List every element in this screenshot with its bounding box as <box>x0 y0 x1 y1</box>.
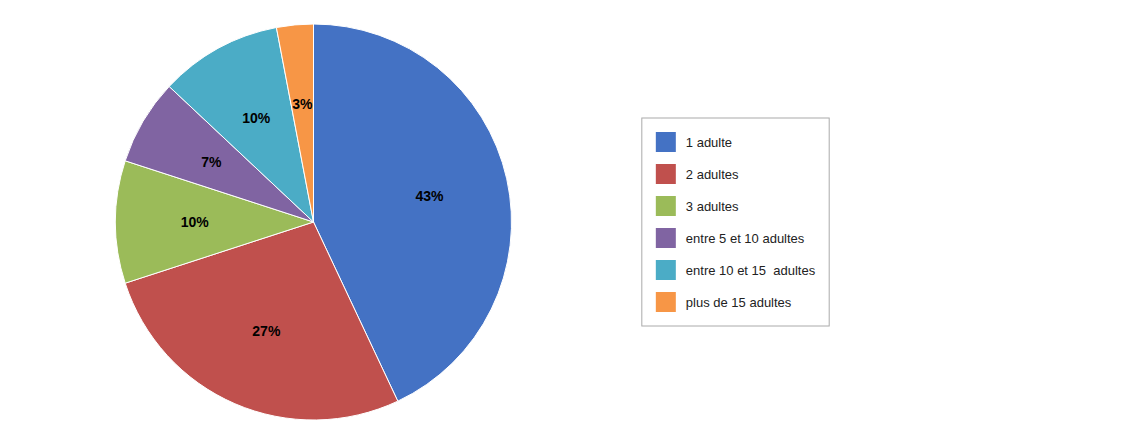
legend-label: 3 adultes <box>686 199 739 214</box>
legend-swatch <box>656 292 676 312</box>
data-label: 7% <box>201 154 222 170</box>
legend-item: plus de 15 adultes <box>656 292 792 312</box>
legend-frame <box>642 118 829 326</box>
data-label: 3% <box>292 96 313 112</box>
legend-item: entre 5 et 10 adultes <box>656 228 805 248</box>
legend-swatch <box>656 260 676 280</box>
legend-swatch <box>656 164 676 184</box>
legend-item: 1 adulte <box>656 132 732 152</box>
data-label: 43% <box>415 188 444 204</box>
pie: 43% 27% 10% 7% 10% 3% <box>116 24 512 420</box>
legend-swatch <box>656 228 676 248</box>
legend-label: plus de 15 adultes <box>686 295 792 310</box>
legend-label: 1 adulte <box>686 135 732 150</box>
legend-item: 2 adultes <box>656 164 739 184</box>
legend-label: entre 10 et 15 adultes <box>686 263 816 278</box>
chart: 43% 27% 10% 7% 10% 3% 1 adulte 2 adultes 3 adult… <box>0 0 1140 444</box>
legend-label: entre 5 et 10 adultes <box>686 231 805 246</box>
legend-item: entre 10 et 15 adultes <box>656 260 816 280</box>
data-label: 10% <box>242 110 271 126</box>
legend-swatch <box>656 132 676 152</box>
legend-item: 3 adultes <box>656 196 739 216</box>
data-label: 10% <box>181 214 210 230</box>
data-label: 27% <box>252 323 281 339</box>
legend-label: 2 adultes <box>686 167 739 182</box>
legend-swatch <box>656 196 676 216</box>
pie-slice <box>276 24 313 222</box>
legend: 1 adulte 2 adultes 3 adultes entre 5 et 10 … <box>642 118 829 326</box>
